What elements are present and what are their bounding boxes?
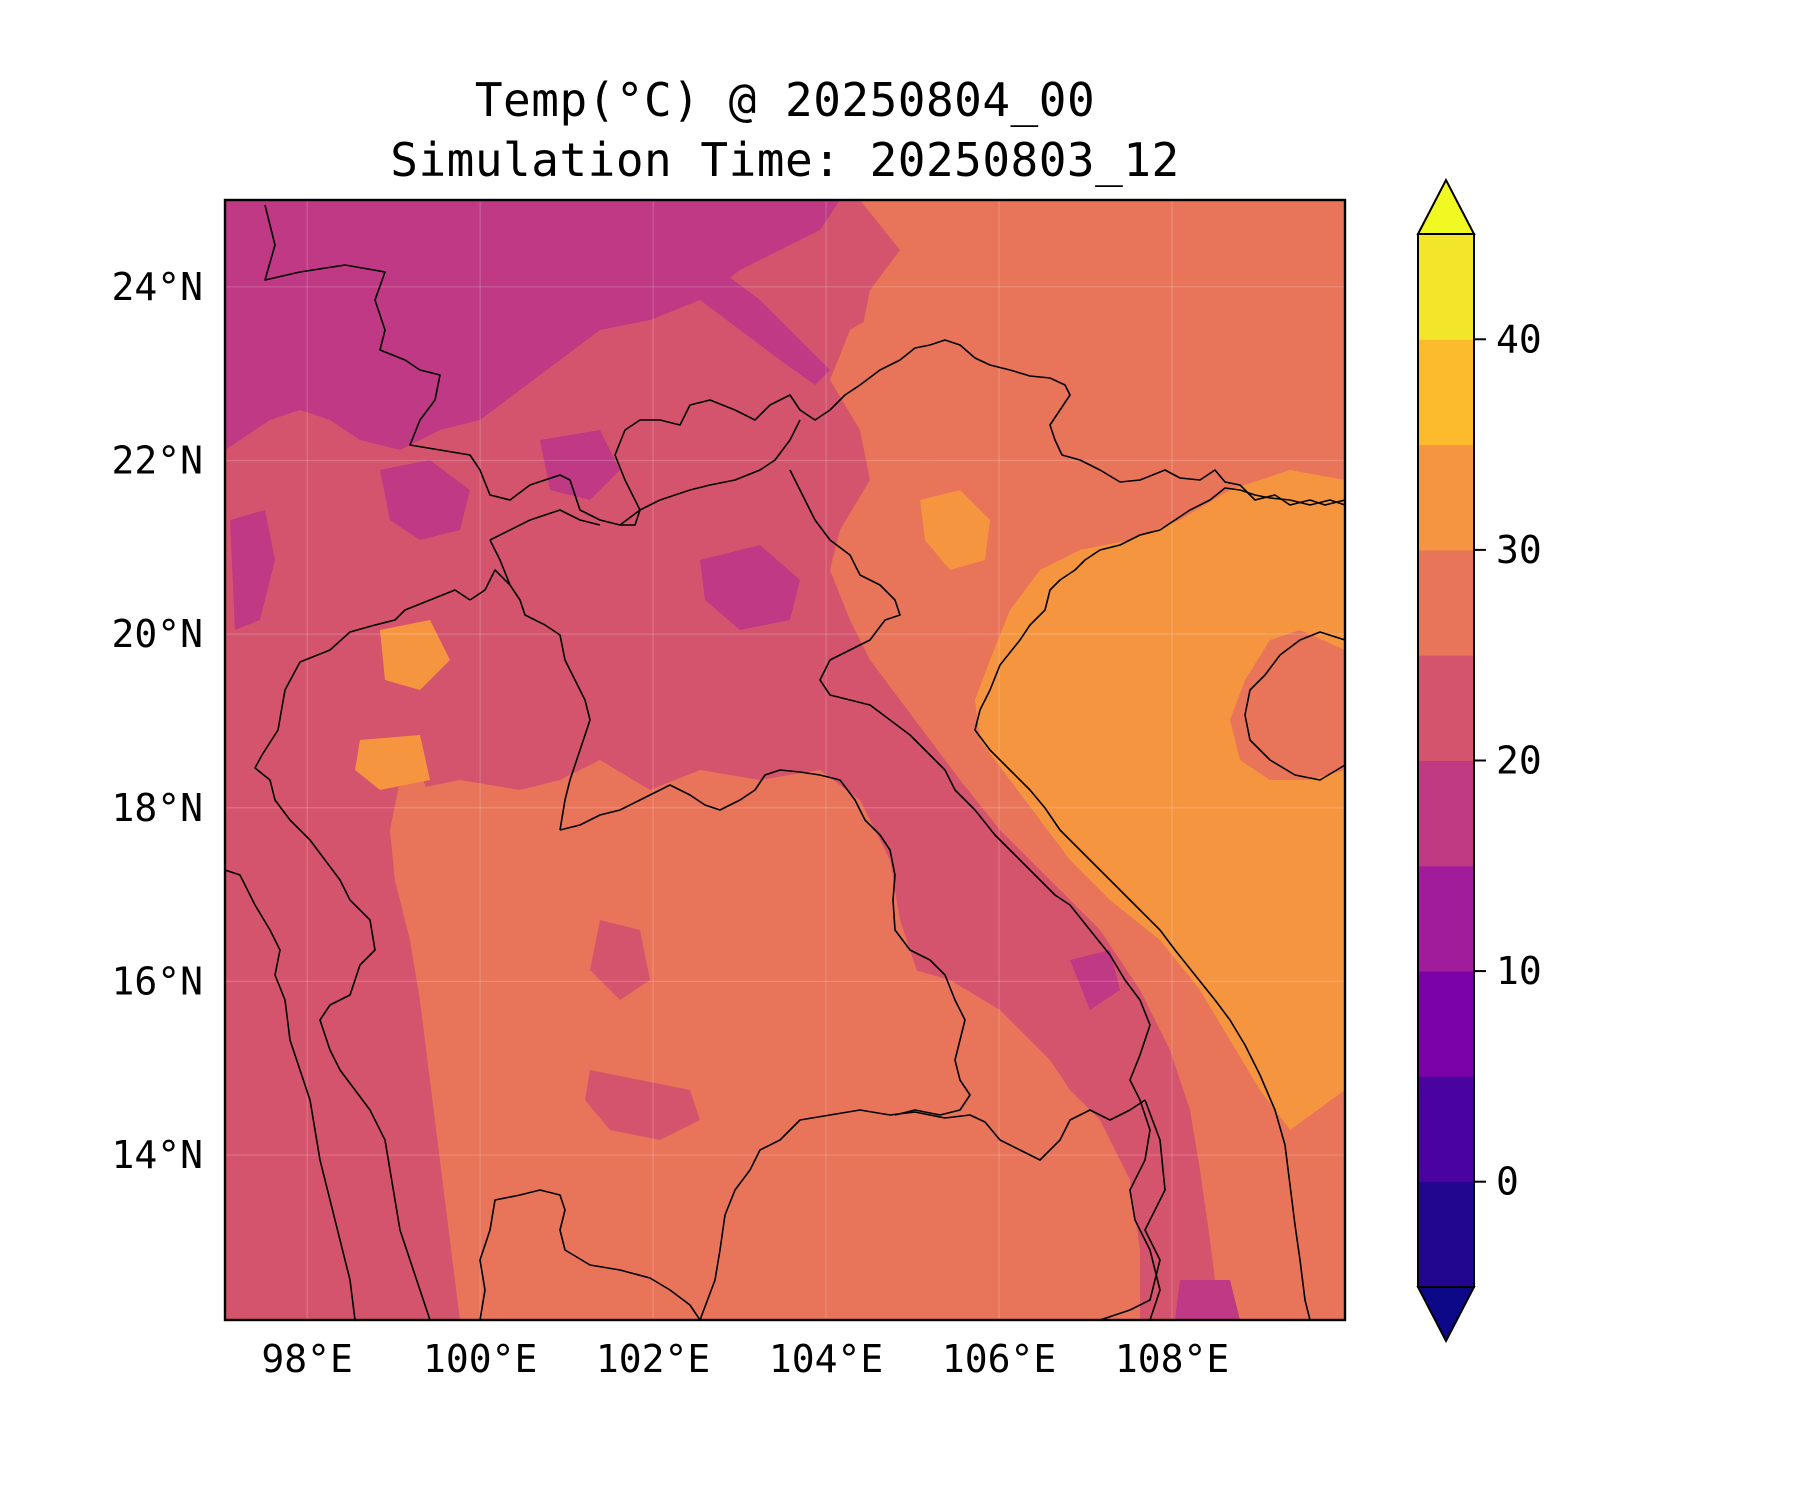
coast-thailand-west (225, 869, 356, 1320)
y-tick-label: 16°N (111, 959, 203, 1003)
colorbar-over-triangle (1416, 177, 1476, 235)
colorbar-tick-label: 40 (1496, 317, 1542, 361)
colorbar-segment (1418, 865, 1474, 972)
colorbar-under-triangle (1416, 1286, 1476, 1344)
map-frame (223, 198, 1347, 1322)
border-cambodia-vietnam (1099, 1099, 1166, 1320)
warm-coast-inland (920, 490, 990, 570)
lowland-interior (390, 760, 1140, 1320)
colorbar-tick-label: 0 (1496, 1160, 1519, 1204)
y-tick-label: 18°N (111, 786, 203, 830)
warm-coast-patch-2 (380, 620, 450, 690)
borders (225, 204, 1345, 1320)
hainan-region (1230, 630, 1345, 780)
colorbar-segment (1418, 1076, 1474, 1183)
warm-coast-patch-3 (355, 735, 430, 790)
y-tick-label: 22°N (111, 438, 203, 482)
gridlines (225, 200, 1345, 1320)
y-tick-label: 20°N (111, 612, 203, 656)
cold-highland-patch-1 (380, 460, 470, 540)
border-laos-thailand-north (469, 569, 591, 831)
border-laos-vietnam (659, 419, 1161, 1320)
colorbar-tick-label: 10 (1496, 949, 1542, 993)
cold-highland-patch-4 (540, 430, 620, 500)
chart-title: Temp(°C) @ 20250804_00 Simulation Time: … (0, 70, 1570, 190)
colorbar-segment (1418, 1181, 1474, 1288)
border-china-myanmar (264, 204, 1345, 526)
border-laos-north (489, 499, 661, 586)
mountain-region (225, 200, 1220, 1320)
cold-highland-patch-2 (230, 510, 275, 630)
cold-highland-patch-5 (1070, 950, 1120, 1010)
x-axis: 98°E 100°E 102°E 104°E 106°E 108°E (261, 1337, 1229, 1381)
colorbar-segment (1418, 339, 1474, 446)
colorbar-segment (1418, 234, 1474, 340)
colorbar: 0 10 20 30 40 (1416, 177, 1542, 1344)
border-thailand-laos-mekong (559, 769, 971, 1116)
x-tick-label: 102°E (596, 1337, 710, 1381)
temperature-map (225, 200, 1345, 1320)
x-tick-label: 100°E (423, 1337, 537, 1381)
title-line-2: Simulation Time: 20250803_12 (390, 133, 1180, 187)
y-tick-label: 24°N (111, 265, 203, 309)
colorbar-segment (1418, 760, 1474, 867)
colorbar-tick-label: 20 (1496, 739, 1542, 783)
colorbar-tick-label: 30 (1496, 528, 1542, 572)
cold-highland-patch-3 (700, 545, 800, 630)
colorbar-segment (1418, 971, 1474, 1077)
cold-highland-patch-6 (1175, 1280, 1240, 1320)
x-tick-label: 108°E (1115, 1337, 1229, 1381)
border-myanmar-thailand (254, 589, 471, 1320)
colorbar-segment (1418, 655, 1474, 761)
sea-region (975, 470, 1345, 1130)
colorbar-segment (1418, 444, 1474, 551)
coast-hainan (1244, 631, 1345, 781)
y-axis: 24°N 22°N 20°N 18°N 16°N 14°N (111, 265, 203, 1177)
coast-vietnam (974, 487, 1345, 1320)
mountain-patch-2 (590, 920, 650, 1000)
mountain-patch-1 (585, 1070, 700, 1140)
x-tick-label: 98°E (261, 1337, 353, 1381)
y-tick-label: 14°N (111, 1133, 203, 1177)
title-line-1: Temp(°C) @ 20250804_00 (474, 73, 1096, 127)
x-tick-label: 104°E (769, 1337, 883, 1381)
coast-gulf-thailand (479, 1189, 701, 1320)
border-thailand-cambodia (699, 1099, 1146, 1320)
cold-highland-ridge (620, 210, 830, 385)
colorbar-segment (1418, 549, 1474, 656)
x-tick-label: 106°E (942, 1337, 1056, 1381)
